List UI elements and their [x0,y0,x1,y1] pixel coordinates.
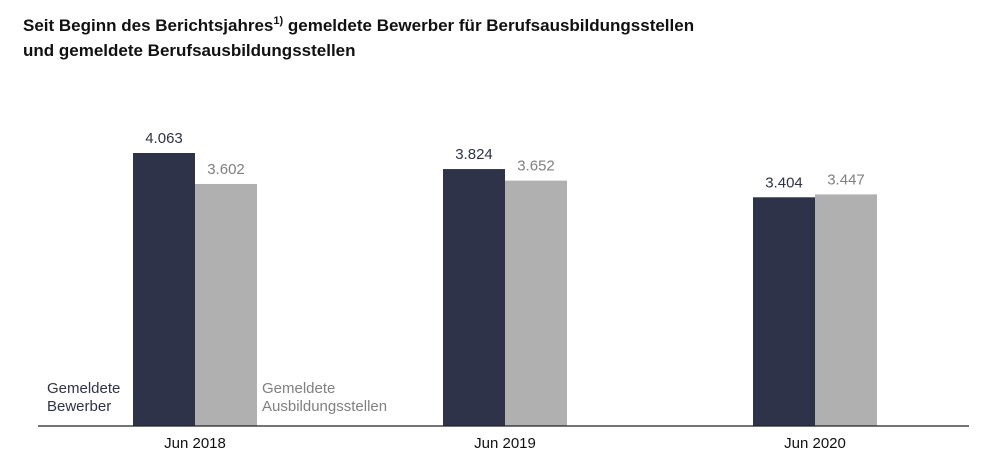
x-tick-label-jun-2020: Jun 2020 [784,435,846,452]
bar-stellen-jun-2018 [195,183,257,426]
chart-title-post: gemeldete Bewerber für Berufsausbildungs… [283,16,694,35]
chart-title-line-1: Seit Beginn des Berichtsjahres1) gemelde… [23,15,694,35]
bar-bewerber-jun-2019 [443,169,505,426]
value-label-stellen-jun-2018: 3.602 [207,161,245,178]
value-label-stellen-jun-2019: 3.652 [517,158,555,175]
legend: Gemeldete Bewerber Gemeldete Ausbildungs… [47,380,387,415]
legend-stellen-line-2: Ausbildungsstellen [262,398,387,415]
legend-bewerber-line-1: Gemeldete [47,380,120,397]
legend-stellen-line-1: Gemeldete [262,380,335,397]
value-label-bewerber-jun-2020: 3.404 [765,174,803,191]
bar-bewerber-jun-2018 [133,153,195,426]
value-label-bewerber-jun-2018: 4.063 [145,130,183,147]
bar-stellen-jun-2019 [505,180,567,426]
bars-layer [133,153,877,426]
value-label-stellen-jun-2020: 3.447 [827,171,865,188]
value-labels-layer: 4.063 3.602 3.824 3.652 3.404 3.447 [145,130,865,191]
value-label-bewerber-jun-2019: 3.824 [455,146,493,163]
bar-stellen-jun-2020 [815,194,877,426]
chart-title-footnote: 1) [273,15,283,27]
bar-bewerber-jun-2020 [753,197,815,426]
chart-title-line-2: und gemeldete Berufsausbildungsstellen [23,41,356,60]
legend-bewerber-line-2: Bewerber [47,398,111,415]
x-tick-label-jun-2019: Jun 2019 [474,435,536,452]
x-tick-label-jun-2018: Jun 2018 [164,435,226,452]
chart-title-pre: Seit Beginn des Berichtsjahres [23,16,273,35]
x-tick-labels: Jun 2018 Jun 2019 Jun 2020 [164,435,846,452]
